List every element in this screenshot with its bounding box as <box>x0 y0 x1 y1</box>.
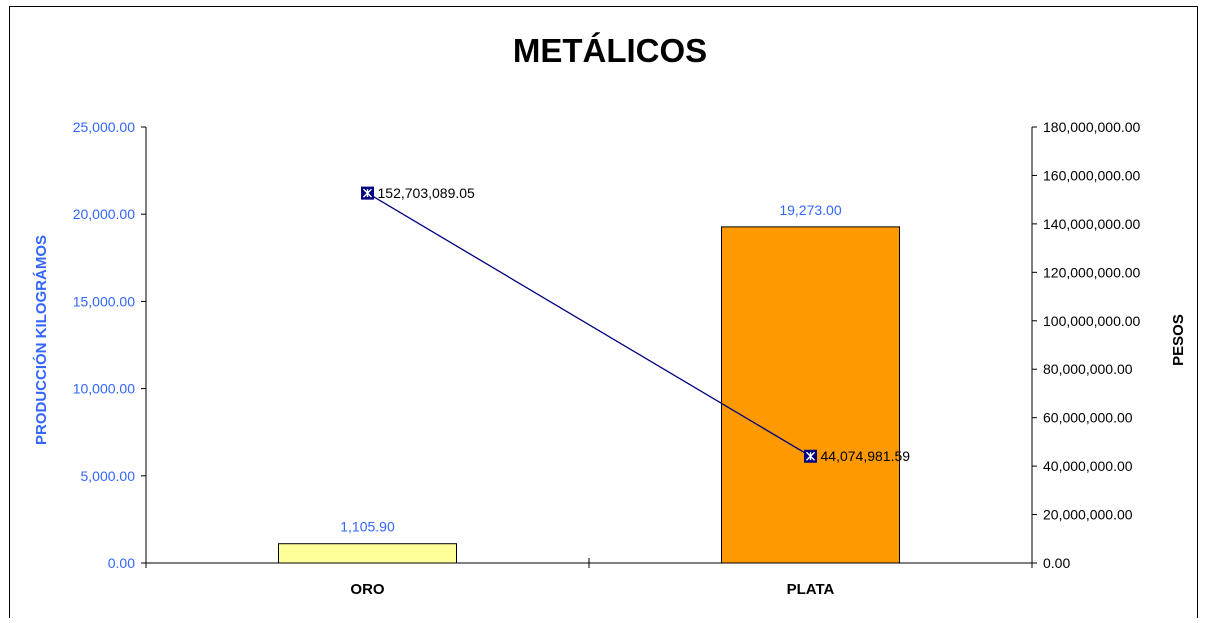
line-series <box>367 192 811 457</box>
y-axis-left-tick-label: 10,000.00 <box>73 381 135 397</box>
y-axis-left-label: PRODUCCIÓN KILOGRÁMOS <box>32 235 50 445</box>
line-data-label: 152,703,089.05 <box>378 185 476 201</box>
bar <box>278 543 457 564</box>
y-axis-right-tick-label: 80,000,000.00 <box>1043 361 1133 377</box>
chart-title: METÁLICOS <box>513 32 707 69</box>
y-axis-right-tick-label: 60,000,000.00 <box>1043 410 1133 426</box>
x-axis-tick-label: PLATA <box>787 581 835 598</box>
y-axis-right-label: PESOS <box>1170 314 1187 366</box>
y-axis-right-tick-label: 100,000,000.00 <box>1043 313 1141 329</box>
y-axis-right-tick-label: 40,000,000.00 <box>1043 458 1133 474</box>
bar-data-label: 1,105.90 <box>340 519 395 535</box>
bars-group: 1,105.90 19,273.00 <box>278 202 900 564</box>
x-axis-tick-label: ORO <box>350 581 385 598</box>
y-axis-right-tick-label: 0.00 <box>1043 555 1070 571</box>
bar-data-label: 19,273.00 <box>779 202 841 218</box>
y-axis-right-tick-label: 160,000,000.00 <box>1043 167 1141 183</box>
y-axis-left-tick-label: 5,000.00 <box>81 468 136 484</box>
chart-frame <box>9 6 1198 623</box>
line-series-group: 152,703,089.05 44,074,981.59 <box>361 185 911 464</box>
y-axis-left-tick-label: 20,000.00 <box>73 206 135 222</box>
line-point-marker-glyph <box>363 188 372 198</box>
y-axis-left-tick-label: 0.00 <box>108 555 135 571</box>
y-axis-right-tick-label: 20,000,000.00 <box>1043 507 1133 523</box>
line-point-marker-glyph <box>806 451 815 461</box>
bar <box>721 226 900 564</box>
y-axis-left-tick-label: 15,000.00 <box>73 293 135 309</box>
y-axis-right-tick-label: 180,000,000.00 <box>1043 119 1141 135</box>
y-axis-left-tick-label: 25,000.00 <box>73 119 135 135</box>
y-axis-right-tick-label: 140,000,000.00 <box>1043 216 1141 232</box>
line-data-label: 44,074,981.59 <box>821 448 911 464</box>
y-axis-right-tick-label: 120,000,000.00 <box>1043 264 1141 280</box>
